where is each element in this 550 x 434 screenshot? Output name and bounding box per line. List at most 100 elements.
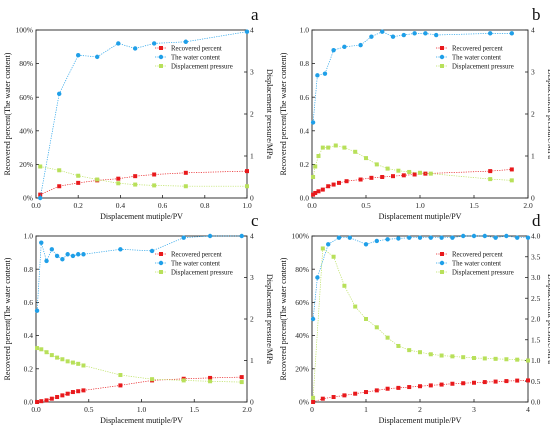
x-tick-label: 0 xyxy=(310,405,314,414)
data-point-diamond xyxy=(44,350,49,355)
y-right-tick-label: 4 xyxy=(250,232,254,241)
data-point-square xyxy=(38,192,43,197)
data-point-circle xyxy=(417,235,423,240)
x-tick-label: 1.5 xyxy=(469,201,479,210)
data-point-square xyxy=(60,393,65,398)
data-point-circle xyxy=(509,31,514,36)
panel-letter: c xyxy=(251,211,259,230)
series-0 xyxy=(311,378,530,404)
data-point-square xyxy=(526,378,530,383)
legend: Recovered percent The water content Displa… xyxy=(155,45,233,70)
data-point-square xyxy=(428,383,433,388)
data-point-square xyxy=(35,400,40,404)
x-tick-label: 2.0 xyxy=(523,201,533,210)
x-tick-label: 4 xyxy=(526,405,530,414)
legend-swatch-marker xyxy=(158,54,164,60)
data-point-circle xyxy=(525,235,531,240)
y-left-tick-label: 1.0 xyxy=(300,26,310,35)
data-point-diamond xyxy=(313,164,318,169)
data-point-diamond xyxy=(461,355,466,360)
data-point-diamond xyxy=(311,175,316,179)
data-point-circle xyxy=(515,235,520,240)
data-point-circle xyxy=(244,29,250,34)
y-right-tick-label: 0 xyxy=(531,194,535,203)
data-point-square xyxy=(509,167,514,172)
y-right-axis-title: Displacement pressure/MPa xyxy=(265,274,274,364)
legend-label: Displacement pressure xyxy=(171,269,233,276)
legend-label: Recovered percent xyxy=(171,251,222,258)
x-axis-title: Displacement mutiple/PV xyxy=(379,212,462,221)
x-axis-title: Displacement mutiple/PV xyxy=(100,416,183,425)
x-tick-label: 1 xyxy=(364,405,368,414)
panel-letter: d xyxy=(532,211,541,230)
data-point-circle xyxy=(380,29,385,34)
data-point-square xyxy=(331,182,336,187)
data-point-diamond xyxy=(133,182,138,187)
data-point-square xyxy=(49,396,54,401)
data-point-diamond xyxy=(396,168,401,173)
data-point-diamond xyxy=(326,145,331,150)
series-2 xyxy=(311,246,530,400)
data-point-square xyxy=(311,400,316,404)
series-1 xyxy=(310,233,531,322)
data-point-circle xyxy=(76,53,81,58)
x-axis-title: Displacement mutiple/PV xyxy=(100,212,183,221)
data-point-square xyxy=(374,388,379,393)
data-point-diamond xyxy=(57,168,62,173)
data-point-square xyxy=(396,385,401,390)
series-1 xyxy=(310,29,514,125)
y-right-tick-label: 4 xyxy=(531,26,535,35)
series-line xyxy=(312,145,512,181)
legend-swatch-marker xyxy=(159,270,163,274)
data-point-diamond xyxy=(331,254,336,259)
data-point-circle xyxy=(315,275,320,280)
series-line xyxy=(40,170,248,195)
legend-swatch-marker xyxy=(159,46,163,50)
legend-swatch-marker xyxy=(159,252,163,256)
data-point-circle xyxy=(396,236,401,241)
data-point-square xyxy=(488,169,493,174)
data-point-diamond xyxy=(38,164,43,169)
data-point-diamond xyxy=(493,356,498,361)
data-point-diamond xyxy=(76,173,81,178)
legend-swatch-marker xyxy=(440,46,444,50)
data-point-circle xyxy=(374,238,379,244)
data-point-square xyxy=(369,175,374,180)
y-left-tick-label: 40% xyxy=(19,126,33,135)
legend-label: Displacement pressure xyxy=(452,269,514,276)
data-point-square xyxy=(337,180,341,185)
y-left-tick-label: 100% xyxy=(16,26,34,35)
data-point-diamond xyxy=(504,357,509,362)
y-left-tick-label: 0.8 xyxy=(300,59,310,68)
series-1 xyxy=(34,233,244,313)
data-point-square xyxy=(118,383,123,388)
data-point-square xyxy=(353,391,358,396)
data-point-circle xyxy=(358,42,363,48)
data-point-diamond xyxy=(70,360,75,365)
data-point-circle xyxy=(423,31,428,36)
x-tick-label: 0.0 xyxy=(31,405,41,414)
data-point-square xyxy=(423,171,428,176)
y-left-tick-label: 0.0 xyxy=(300,194,310,203)
legend-label: Displacement pressure xyxy=(171,63,233,70)
data-point-circle xyxy=(181,235,186,240)
legend-label: The water content xyxy=(452,54,501,61)
data-point-square xyxy=(116,176,121,181)
y-right-tick-label: 2 xyxy=(250,315,254,324)
data-point-circle xyxy=(488,31,493,36)
x-tick-label: 0.2 xyxy=(74,201,84,210)
data-point-diamond xyxy=(385,166,390,171)
y-left-tick-label: 100% xyxy=(292,232,310,241)
panel-a: 0.0 0.2 0.4 0.6 0.8 1.0 0% 20% 40% 60% 80% 100% 0 1 2 3… xyxy=(3,5,274,221)
data-point-diamond xyxy=(316,154,321,158)
data-point-circle xyxy=(183,39,189,44)
data-point-circle xyxy=(322,71,328,76)
data-point-circle xyxy=(39,240,44,245)
data-point-diamond xyxy=(407,348,412,353)
data-point-circle xyxy=(207,233,213,239)
data-point-circle xyxy=(81,252,86,257)
data-point-square xyxy=(320,396,325,401)
data-point-circle xyxy=(482,233,487,239)
x-tick-label: 3 xyxy=(472,405,476,414)
